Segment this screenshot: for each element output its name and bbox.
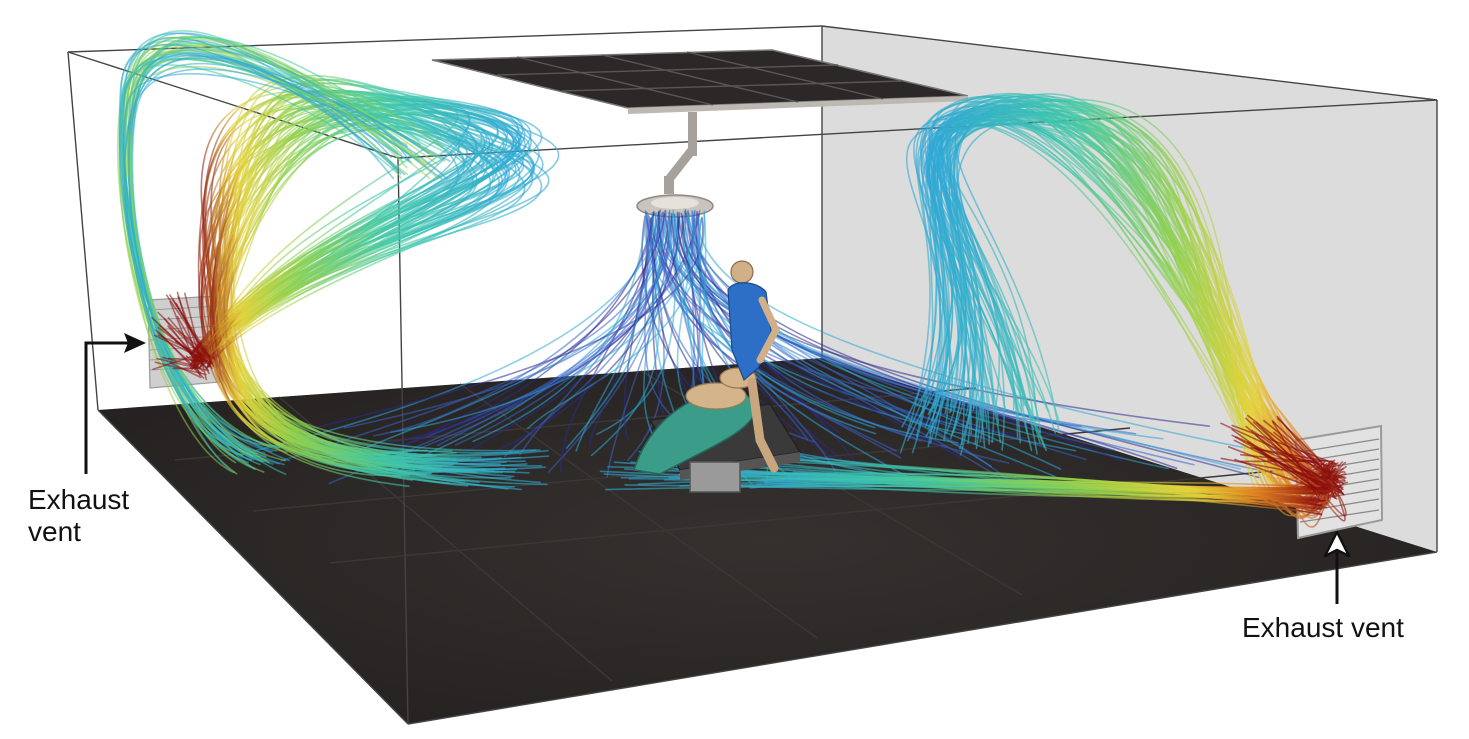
streamline [1256, 448, 1336, 464]
streamline [691, 215, 1000, 479]
surgical-lamp [636, 112, 714, 218]
streamline [168, 357, 208, 362]
streamline [921, 110, 1347, 519]
streamline [372, 211, 654, 437]
streamline [123, 73, 448, 461]
right-wall [822, 26, 1437, 552]
floor [98, 358, 1437, 724]
streamline [208, 78, 486, 488]
streamline [657, 211, 845, 463]
left-vent-arrow [84, 333, 146, 474]
right-exhaust-vent-label: Exhaust vent [1242, 612, 1404, 643]
streamline [928, 105, 1344, 513]
streamline [157, 334, 206, 358]
streamline [331, 218, 677, 462]
right-vent-arrow [1323, 530, 1351, 604]
streamline [1272, 421, 1319, 498]
streamline [606, 212, 681, 478]
streamline [249, 212, 663, 453]
streamline [575, 214, 653, 452]
streamline [1247, 414, 1344, 491]
streamline [924, 100, 1333, 518]
streamline [157, 331, 205, 379]
streamline [749, 481, 1327, 502]
streamline [120, 64, 398, 462]
streamline [684, 214, 1010, 481]
streamline [151, 316, 205, 366]
streamline [772, 484, 1315, 501]
streamline [697, 217, 1247, 449]
streamline [1220, 457, 1346, 483]
streamline [199, 117, 547, 471]
streamline [1235, 435, 1323, 479]
streamline [1227, 446, 1333, 488]
streamline [1231, 424, 1331, 463]
streamline [172, 298, 211, 358]
streamline [1260, 451, 1330, 491]
streamline [169, 361, 202, 379]
streamline [118, 44, 399, 455]
streamline [668, 211, 1116, 452]
streamline [455, 218, 669, 446]
streamline [189, 107, 526, 454]
streamline [122, 54, 430, 472]
streamline [1255, 434, 1327, 487]
streamline [441, 216, 680, 477]
streamline [200, 95, 519, 465]
streamline [442, 216, 670, 466]
streamline [660, 211, 902, 459]
streamline [667, 218, 1169, 470]
streamline [628, 477, 1324, 502]
surgeon [727, 260, 780, 473]
streamline [599, 470, 1325, 489]
streamline [161, 356, 201, 368]
streamline [165, 294, 211, 359]
left-label-line-1: Exhaust [28, 484, 130, 515]
streamline [926, 112, 1324, 492]
streamline [1276, 415, 1345, 496]
streamline [405, 214, 661, 455]
ceiling-diffuser [431, 49, 969, 114]
streamline [153, 334, 213, 364]
streamline [123, 42, 400, 475]
left-exhaust-vent-label: Exhaust vent [28, 484, 129, 548]
streamline [763, 481, 1317, 498]
streamline [1263, 419, 1339, 481]
streamline [1271, 420, 1332, 477]
airflow-streamlines [116, 30, 1349, 528]
streamline [131, 36, 420, 455]
left-label-line-2: vent [28, 516, 81, 547]
streamline [189, 113, 469, 474]
streamline [715, 453, 1318, 506]
